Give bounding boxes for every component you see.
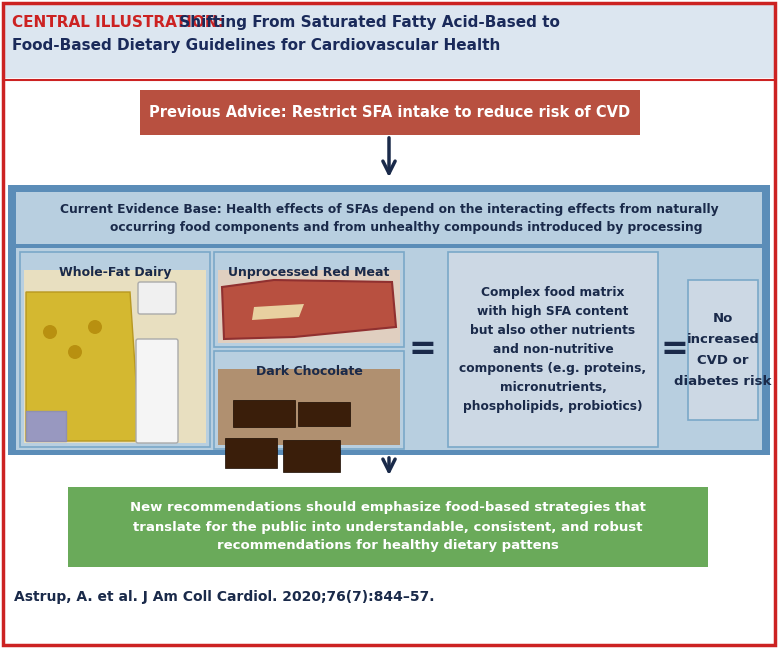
FancyBboxPatch shape	[218, 369, 400, 445]
FancyBboxPatch shape	[140, 90, 640, 135]
Text: Food-Based Dietary Guidelines for Cardiovascular Health: Food-Based Dietary Guidelines for Cardio…	[12, 38, 500, 53]
Text: CENTRAL ILLUSTRATION:: CENTRAL ILLUSTRATION:	[12, 15, 224, 30]
Polygon shape	[26, 292, 140, 441]
Text: Shifting From Saturated Fatty Acid-Based to: Shifting From Saturated Fatty Acid-Based…	[174, 15, 560, 30]
FancyBboxPatch shape	[24, 270, 206, 443]
FancyBboxPatch shape	[448, 252, 658, 447]
FancyBboxPatch shape	[68, 487, 708, 567]
FancyBboxPatch shape	[138, 282, 176, 314]
FancyBboxPatch shape	[214, 252, 404, 347]
Text: Astrup, A. et al. J Am Coll Cardiol. 2020;76(7):844–57.: Astrup, A. et al. J Am Coll Cardiol. 202…	[14, 590, 434, 604]
FancyBboxPatch shape	[225, 438, 277, 468]
Text: Dark Chocolate: Dark Chocolate	[255, 365, 363, 378]
FancyBboxPatch shape	[16, 248, 762, 450]
FancyBboxPatch shape	[4, 4, 774, 78]
Text: No
increased
CVD or
diabetes risk: No increased CVD or diabetes risk	[675, 312, 772, 388]
Text: =: =	[660, 332, 688, 365]
Text: Previous Advice: Restrict SFA intake to reduce risk of CVD: Previous Advice: Restrict SFA intake to …	[149, 105, 630, 120]
Text: Complex food matrix
with high SFA content
but also other nutrients
and non-nutri: Complex food matrix with high SFA conten…	[460, 286, 647, 413]
Text: =: =	[408, 332, 436, 365]
FancyBboxPatch shape	[26, 411, 66, 441]
FancyBboxPatch shape	[283, 440, 340, 472]
Circle shape	[88, 320, 102, 334]
Polygon shape	[252, 304, 304, 320]
FancyBboxPatch shape	[218, 270, 400, 343]
Circle shape	[68, 345, 82, 359]
FancyBboxPatch shape	[688, 280, 758, 420]
Text: Whole-Fat Dairy: Whole-Fat Dairy	[59, 266, 171, 279]
FancyBboxPatch shape	[136, 339, 178, 443]
FancyBboxPatch shape	[16, 192, 762, 244]
Text: Current Evidence Base: Health effects of SFAs depend on the interacting effects : Current Evidence Base: Health effects of…	[60, 202, 718, 233]
FancyBboxPatch shape	[8, 185, 770, 455]
Polygon shape	[222, 280, 396, 339]
Text: New recommendations should emphasize food-based strategies that
translate for th: New recommendations should emphasize foo…	[130, 502, 646, 553]
FancyBboxPatch shape	[233, 400, 295, 427]
Text: Unprocessed Red Meat: Unprocessed Red Meat	[228, 266, 390, 279]
FancyBboxPatch shape	[20, 252, 210, 447]
Circle shape	[43, 325, 57, 339]
FancyBboxPatch shape	[298, 402, 350, 426]
FancyBboxPatch shape	[214, 351, 404, 449]
